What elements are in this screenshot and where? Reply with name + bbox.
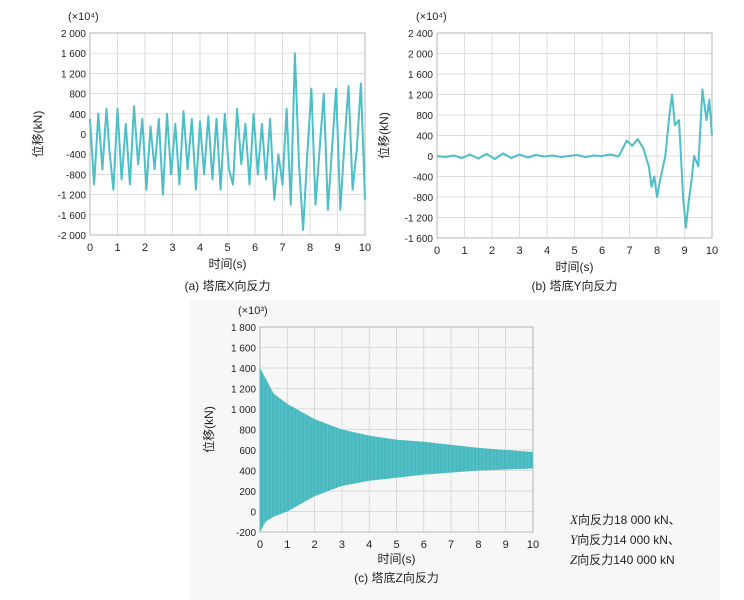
y-tick-label: 0 <box>250 508 256 519</box>
x-tick-label: 8 <box>475 539 481 551</box>
x-tick-label: 4 <box>366 539 372 551</box>
multiplier-label: (×10³) <box>238 305 268 317</box>
x-tick-label: 7 <box>448 539 454 551</box>
y-tick-label: 0 <box>80 130 86 141</box>
multiplier-label: (×10⁴) <box>68 11 99 23</box>
x-tick-label: 6 <box>252 242 258 254</box>
x-tick-label: 1 <box>114 242 120 254</box>
x-tick-label: 9 <box>503 539 509 551</box>
x-tick-label: 5 <box>393 539 399 551</box>
x-tick-label: 4 <box>197 242 203 254</box>
y-tick-label: 0 <box>427 152 433 163</box>
y-tick-label: -800 <box>66 170 86 181</box>
x-tick-label: 9 <box>681 245 687 257</box>
x-tick-label: 1 <box>284 539 290 551</box>
y-tick-label: 600 <box>239 446 256 457</box>
x-axis-label: 时间(s) <box>209 257 247 271</box>
series-line <box>89 52 366 231</box>
x-tick-label: 3 <box>339 539 345 551</box>
chart-caption: (c) 塔底Z向反力 <box>354 570 439 585</box>
x-tick-label: 9 <box>334 242 340 254</box>
x-tick-label: 3 <box>169 242 175 254</box>
y-tick-label: 200 <box>239 487 256 498</box>
x-tick-label: 2 <box>489 245 495 257</box>
x-axis-label: 时间(s) <box>556 260 594 274</box>
y-tick-label: 1 200 <box>408 91 433 102</box>
y-tick-label: 400 <box>416 132 433 143</box>
y-tick-label: -200 <box>236 528 256 539</box>
y-tick-label: 800 <box>416 111 433 122</box>
y-axis-label: 位移(kN) <box>201 406 216 453</box>
y-tick-label: 1 600 <box>231 344 256 355</box>
x-tick-label: 2 <box>312 539 318 551</box>
y-tick-label: -1 600 <box>58 211 87 222</box>
x-tick-label: 6 <box>599 245 605 257</box>
y-tick-label: 1 800 <box>231 323 256 334</box>
x-tick-label: 0 <box>87 242 93 254</box>
note-line-x: X向反力18 000 kN、 <box>570 512 681 527</box>
chart-panel-1: 0 1 2 3 4 5 6 7 8 9 10 -1 600 -1 200 -800 -400 0 400 800 1… <box>376 11 718 293</box>
multiplier-label: (×10⁴) <box>416 11 447 23</box>
y-tick-label: 1 200 <box>61 69 86 80</box>
y-tick-label: -2 000 <box>58 231 87 242</box>
x-tick-label: 10 <box>527 539 539 551</box>
x-tick-label: 0 <box>257 539 263 551</box>
x-tick-label: 5 <box>224 242 230 254</box>
y-tick-label: 1 400 <box>231 364 256 375</box>
y-tick-label: 1 600 <box>61 49 86 60</box>
y-tick-label: 2 400 <box>408 29 433 40</box>
y-tick-label: 400 <box>239 467 256 478</box>
y-tick-label: -1 200 <box>58 191 87 202</box>
y-tick-label: -800 <box>413 193 433 204</box>
chart-panel-0: 0 1 2 3 4 5 6 7 8 9 10 -2 000 -1 600 -1 200 -800 -400 0 4… <box>30 11 371 293</box>
series-line <box>436 88 713 229</box>
x-tick-label: 0 <box>434 245 440 257</box>
y-tick-label: 2 000 <box>61 29 86 40</box>
y-tick-label: 400 <box>69 110 86 121</box>
y-tick-label: 800 <box>239 426 256 437</box>
x-tick-label: 8 <box>654 245 660 257</box>
y-tick-label: 1 200 <box>231 385 256 396</box>
y-axis-label: 位移(kN) <box>376 112 391 159</box>
x-tick-label: 2 <box>142 242 148 254</box>
y-tick-label: 800 <box>69 90 86 101</box>
x-tick-label: 5 <box>571 245 577 257</box>
y-tick-label: -1 600 <box>405 234 434 245</box>
x-tick-label: 8 <box>307 242 313 254</box>
x-tick-label: 6 <box>421 539 427 551</box>
y-tick-label: -1 200 <box>405 214 434 225</box>
x-tick-label: 10 <box>359 242 371 254</box>
y-tick-label: -400 <box>413 173 433 184</box>
chart-caption: (a) 塔底X向反力 <box>184 278 270 293</box>
x-tick-label: 1 <box>461 245 467 257</box>
x-tick-label: 7 <box>626 245 632 257</box>
y-tick-label: 2 000 <box>408 50 433 61</box>
y-tick-label: -400 <box>66 150 86 161</box>
series-oscillation <box>259 368 532 532</box>
reaction-force-note: X向反力18 000 kN、 Y向反力14 000 kN、 Z向反力140 00… <box>570 510 681 570</box>
x-tick-label: 7 <box>279 242 285 254</box>
y-tick-label: 1 000 <box>231 405 256 416</box>
note-line-z: Z向反力140 000 kN <box>570 552 675 567</box>
chart-caption: (b) 塔底Y向反力 <box>531 278 617 293</box>
x-tick-label: 10 <box>706 245 718 257</box>
x-tick-label: 4 <box>544 245 550 257</box>
y-tick-label: 1 600 <box>408 70 433 81</box>
note-line-y: Y向反力14 000 kN、 <box>570 532 680 547</box>
y-axis-label: 位移(kN) <box>30 111 45 158</box>
x-tick-label: 3 <box>516 245 522 257</box>
x-axis-label: 时间(s) <box>378 552 416 566</box>
